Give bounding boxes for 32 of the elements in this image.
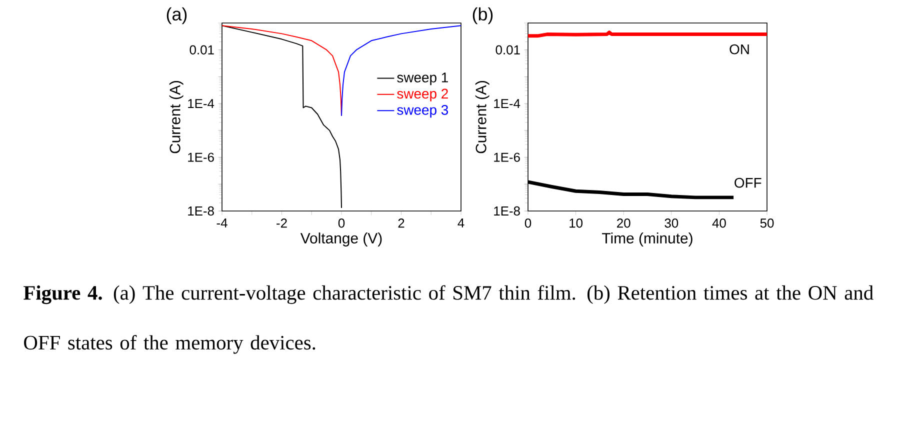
y-tick-label: 1E-4 [494,99,520,108]
x-tick-label: 50 [760,218,774,228]
y-tick-label: 0.01 [496,45,520,54]
x-tick-label: -2 [276,218,287,228]
annotation: ON [730,44,749,54]
legend-label: sweep 2 [397,88,448,102]
x-tick-label: 4 [458,218,464,228]
x-tick-label: 10 [570,218,583,228]
x-tick-label: 2 [398,218,404,228]
legend-label: sweep 1 [397,72,448,86]
line-series [341,25,461,116]
y-tick-label: 1E-6 [494,152,520,162]
legend-label: sweep 3 [397,104,448,118]
annotation: OFF [734,178,762,188]
x-axis-title: Voltange (V) [300,232,382,246]
y-tick-label: 1E-8 [494,206,520,216]
x-tick-label: 0 [524,218,532,228]
chart-title: (a) [166,7,187,24]
y-tick-label: 1E-4 [188,99,214,108]
text: Figure 4. (a) The current-voltage characteristic of SM7 thin film. (b) Retention times at the ON and OFF states of the memory devices. [24,285,874,354]
y-axis-title: Current (A) [475,81,490,154]
y-tick-label: 1E-6 [188,152,214,162]
y-axis-title: Current (A) [169,81,184,154]
y-tick-label: 0.01 [190,45,214,54]
x-axis-title: Time (minute) [602,232,692,246]
x-tick-label: -4 [216,218,228,228]
y-tick-label: 1E-8 [188,206,214,216]
chart-title: (b) [472,7,493,24]
x-tick-label: 40 [712,218,726,228]
x-tick-label: 30 [664,218,678,228]
x-tick-label: 0 [338,218,345,228]
x-tick-label: 20 [617,218,630,228]
